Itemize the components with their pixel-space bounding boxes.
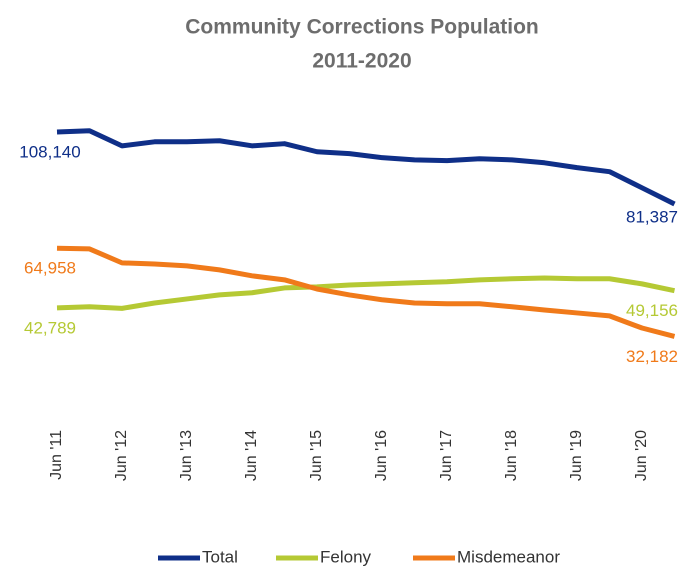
series-line (56, 275, 676, 311)
x-tick-label: Jun '19 (568, 430, 585, 481)
x-tick-label: Jun '16 (373, 430, 390, 481)
x-tick-label: Jun '18 (503, 430, 520, 481)
chart-title: Community Corrections Population (185, 16, 539, 39)
series-line (56, 245, 676, 339)
data-label: 49,156 (626, 301, 678, 320)
series-line (56, 128, 676, 207)
data-label: 81,387 (626, 207, 678, 226)
chart-title: 2011-2020 (312, 50, 411, 73)
data-label: 108,140 (19, 142, 80, 161)
x-tick-label: Jun '13 (178, 430, 195, 481)
legend-label: Felony (320, 547, 372, 566)
data-label: 64,958 (24, 259, 76, 278)
x-tick-label: Jun '14 (243, 430, 260, 481)
legend-label: Misdemeanor (457, 547, 560, 566)
x-tick-label: Jun '11 (48, 430, 65, 480)
data-label: 32,182 (626, 347, 678, 366)
x-tick-label: Jun '12 (113, 430, 130, 481)
data-label: 42,789 (24, 318, 76, 337)
x-tick-label: Jun '15 (308, 430, 325, 481)
x-tick-label: Jun '17 (438, 430, 455, 481)
x-tick-label: Jun '20 (633, 430, 650, 481)
legend-label: Total (202, 547, 238, 566)
